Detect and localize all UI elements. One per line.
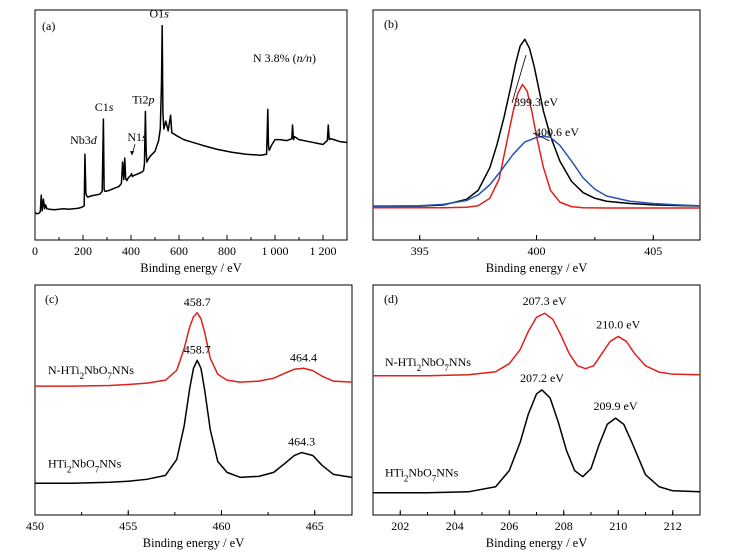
x-tick-label: 0 <box>32 244 38 258</box>
series-label: N-HTi2NbO7NNs <box>48 363 134 381</box>
series-line <box>373 83 700 209</box>
x-tick-label: 400 <box>122 244 140 258</box>
series-label: N-HTi2NbO7NNs <box>385 355 471 373</box>
panel-b: 395 400 405 Binding energy / eV (b) 399.3 eV 4… <box>372 9 701 275</box>
peak-label: 399.3 eV <box>514 95 558 109</box>
peak-label: 207.3 eV <box>523 294 567 308</box>
x-axis-label: Binding energy / eV <box>140 261 242 275</box>
peak-label: 207.2 eV <box>520 371 564 385</box>
x-tick-label: 395 <box>411 244 429 258</box>
x-tick-label: 460 <box>212 519 230 533</box>
x-tick-label: 208 <box>555 519 573 533</box>
x-tick-label: 455 <box>119 519 137 533</box>
x-tick-label: 800 <box>218 244 236 258</box>
x-tick-label: 200 <box>74 244 92 258</box>
x-tick-label: 1 200 <box>310 244 337 258</box>
series-label: HTi2NbO7NNs <box>385 466 459 484</box>
series-line <box>372 135 701 207</box>
x-axis-label: Binding energy / eV <box>486 536 588 550</box>
x-tick-label: 465 <box>306 519 324 533</box>
series-label: HTi2NbO7NNs <box>48 456 122 474</box>
peak-label: O1s <box>150 7 170 21</box>
x-tick-label: 405 <box>644 244 662 258</box>
series-line <box>35 359 353 485</box>
x-tick-label: 450 <box>26 519 44 533</box>
peak-label: 209.9 eV <box>594 399 638 413</box>
panel-label: (d) <box>384 292 398 306</box>
peak-label: C1s <box>95 100 114 114</box>
x-axis-label: Binding energy / eV <box>143 536 245 550</box>
panel-label: (c) <box>45 292 58 306</box>
peak-label: 458.7 <box>184 342 211 356</box>
series-line <box>373 38 701 207</box>
panel-label: (b) <box>384 17 398 31</box>
note-text: N 3.8% (n/n) <box>253 51 316 65</box>
series-line <box>373 312 701 377</box>
plot-frame <box>34 284 353 516</box>
x-tick-label: 206 <box>500 519 518 533</box>
plot-frame <box>34 9 348 241</box>
x-tick-label: 210 <box>609 519 627 533</box>
panel-a: 0 200 400 600 800 1 000 1 200 Binding energy / … <box>32 7 348 275</box>
arrow-head <box>130 151 134 156</box>
x-tick-label: 202 <box>391 519 409 533</box>
x-tick-label: 1 000 <box>262 244 289 258</box>
panel-label: (a) <box>42 19 55 33</box>
series-line <box>35 312 353 387</box>
x-tick-label: 400 <box>528 244 546 258</box>
x-tick-label: 212 <box>664 519 682 533</box>
peak-label: 400.6 eV <box>535 125 579 139</box>
x-axis-label: Binding energy / eV <box>486 261 588 275</box>
series-line <box>34 24 348 215</box>
peak-label: 210.0 eV <box>596 317 640 331</box>
x-tick-label: 600 <box>170 244 188 258</box>
panel-c: 450 455 460 465 Binding energy / eV (c) 458.7 4… <box>26 284 353 550</box>
peak-label: N1s <box>127 130 147 144</box>
peak-label: Ti2p <box>132 92 154 106</box>
peak-label: 458.7 <box>184 295 211 309</box>
plot-frame <box>372 284 701 516</box>
peak-label: 464.3 <box>288 435 315 449</box>
peak-label: Nb3d <box>70 133 98 147</box>
leader-line <box>511 54 527 104</box>
peak-label: 464.4 <box>290 350 317 364</box>
series-line <box>373 389 701 494</box>
leader-line <box>532 132 550 142</box>
x-tick-label: 204 <box>446 519 464 533</box>
panel-d: 202 204 206 208 210 212 Binding energy / eV (d)… <box>372 284 701 550</box>
